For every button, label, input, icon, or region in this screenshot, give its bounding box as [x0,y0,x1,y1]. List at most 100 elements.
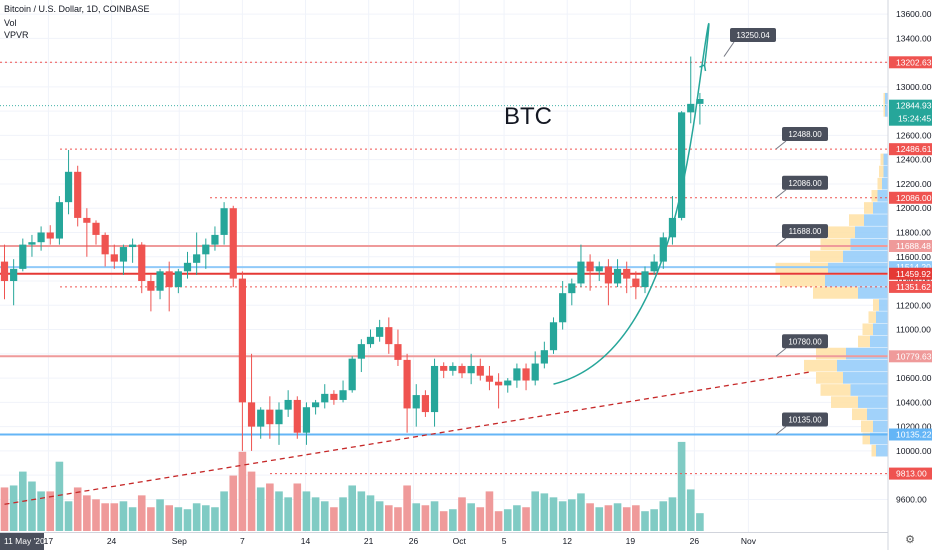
price-axis[interactable]: 9600.009800.0010000.0010200.0010400.0010… [887,0,932,550]
volume-bar [677,441,686,531]
vpvr-bar-up [882,177,888,190]
candle-body [312,402,320,408]
y-tick-label: 11600.00 [896,252,931,262]
volume-bar [632,505,640,531]
candle-body [28,242,36,245]
vpvr-bar-up [876,444,888,457]
candle-body [440,365,448,371]
vpvr-bar-down [873,299,879,311]
price-level-label: 11351.62 [896,282,931,292]
vpvr-bar-down [883,105,885,117]
volume-bar [622,507,631,531]
candle-body [696,99,704,104]
volume-bar [101,503,109,531]
y-tick-label: 13000.00 [896,82,932,92]
candle-body [55,202,63,239]
candle-body [174,271,182,288]
volume-bar [137,495,146,531]
price-levels [0,61,888,475]
gear-icon[interactable]: ⚙ [905,533,915,546]
vpvr-bar-down [820,238,851,251]
vpvr-bar-down [862,323,873,336]
candle-body [193,254,201,263]
indicator-vpvr-label[interactable]: VPVR [4,30,29,40]
y-tick-label: 12400.00 [896,155,932,165]
volume-bar [696,513,704,531]
x-tick-label: Sep [172,536,187,546]
volume-bar [302,491,311,531]
volume-bar [549,497,558,531]
trend-line [4,371,810,505]
candle-body [485,375,494,382]
volume-bar [513,505,521,531]
vpvr-bar-down [871,444,876,457]
candle-body [110,254,118,262]
volume-bar [156,499,164,531]
vpvr-bar-up [879,299,888,311]
volume-bar [46,491,55,531]
callout-box [782,224,828,239]
volume-bar [613,503,622,531]
vpvr-bar-down [828,226,855,239]
vpvr-bar-up [885,105,888,117]
vpvr-bar-down [820,384,851,396]
callout-label: 11688.00 [789,227,822,236]
candle-body [412,395,420,409]
volume-bar [284,497,292,531]
price-level-label: 10135.22 [896,429,932,439]
countdown-label: 15:24:45 [898,114,931,124]
x-tick-label: 26 [409,536,419,546]
callout-leader [775,237,787,247]
callout-leader [775,189,787,199]
candle-body [641,271,649,288]
candle-body [138,244,146,282]
callout-box [730,28,776,42]
volume-bar [357,491,366,531]
candle-body [403,359,411,409]
candle-body [348,358,356,391]
vpvr-bar-down [868,311,876,323]
volume-bar [128,507,137,531]
vpvr-bar-down [816,372,843,384]
candle-body [449,365,457,371]
candle-body [247,402,256,427]
callout-leader [775,426,787,435]
volume-bar [476,507,485,531]
volume-bar [330,507,338,531]
vpvr-bar-up [850,384,888,396]
vpvr-bar-up [883,165,888,178]
candle-body [513,368,521,381]
volume-bar [394,507,402,531]
candle-body [623,268,631,279]
volume-bar [147,507,155,531]
vpvr-bar-up [837,359,888,372]
volume-bar [266,483,274,531]
candle-body [376,327,384,337]
y-tick-label: 13600.00 [896,9,932,19]
vpvr-bar-up [864,214,888,226]
last-price-tag [889,99,932,126]
vpvr-bar-down [864,202,873,214]
symbol-info[interactable]: Bitcoin / U.S. Dollar, 1D, COINBASE [4,4,150,14]
vpvr-bar-up [870,432,888,445]
x-tick-label: 21 [364,536,374,546]
candle-body [330,393,338,400]
candle-body [266,409,274,425]
projection-arrow-head [699,63,707,72]
indicator-vol-label[interactable]: Vol [4,18,17,28]
volume-bar [92,499,100,531]
candle-body [238,278,246,403]
callout-leader [775,140,787,150]
candle-body [687,103,695,113]
candle-body [339,390,347,400]
volume-bar [577,493,585,531]
candle-body [467,365,475,374]
price-level-label: 11514.20 [896,262,931,272]
vpvr-bar-down [849,214,864,226]
vpvr-bar-down [880,153,884,166]
candle-body [156,271,164,291]
volume-bar [412,503,421,531]
callout-leader [723,41,735,57]
